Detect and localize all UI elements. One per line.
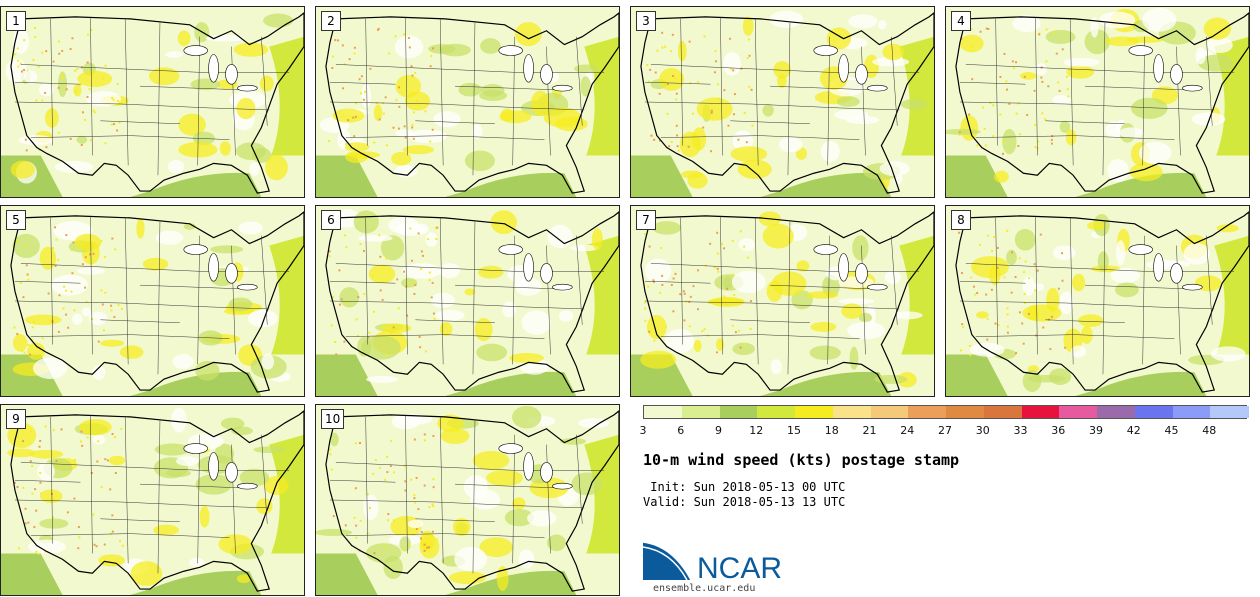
colorbar-tick-label: 36 (1051, 424, 1066, 437)
colorbar-tick-label: 18 (824, 424, 839, 437)
member-panel-7: 7 (630, 205, 935, 397)
colorbar-tick-label: 21 (862, 424, 877, 437)
member-label: 6 (321, 210, 341, 230)
colorbar-segment (719, 406, 758, 418)
member-label: 8 (951, 210, 971, 230)
member-label: 9 (6, 409, 26, 429)
member-panel-9: 9 (0, 404, 305, 596)
member-panel-4: 4 (945, 6, 1250, 198)
colorbar-segment (946, 406, 985, 418)
colorbar-segment (1059, 406, 1098, 418)
chart-title: 10-m wind speed (kts) postage stamp (643, 451, 960, 469)
ncar-logo: NCAR (643, 541, 782, 582)
colorbar-tick-label: 24 (900, 424, 915, 437)
colorbar-tick-label: 15 (787, 424, 801, 437)
member-label: 2 (321, 11, 341, 31)
colorbar-tick-label: 33 (1013, 424, 1028, 437)
valid-time: Valid: Sun 2018-05-13 13 UTC (643, 495, 846, 509)
colorbar-tick-label: 45 (1164, 424, 1179, 437)
member-label: 10 (321, 409, 345, 429)
member-panel-2: 2 (315, 6, 620, 198)
member-label: 3 (636, 11, 656, 31)
member-label: 7 (636, 210, 656, 230)
colorbar-tick-label: 48 (1202, 424, 1217, 437)
colorbar-segment (983, 406, 1022, 418)
member-label: 1 (6, 11, 26, 31)
colorbar-tick-label: 12 (749, 424, 764, 437)
colorbar-tick-label: 27 (938, 424, 952, 437)
colorbar-segment (832, 406, 871, 418)
colorbar-tick-label: 6 (677, 424, 685, 437)
colorbar-segment (1210, 406, 1249, 418)
member-panel-8: 8 (945, 205, 1250, 397)
colorbar-tick-label: 42 (1126, 424, 1141, 437)
colorbar-tick-label: 9 (715, 424, 722, 437)
colorbar-segment (1021, 406, 1060, 418)
colorbar-segment (870, 406, 909, 418)
colorbar-segment (1097, 406, 1136, 418)
colorbar-segment (1172, 406, 1211, 418)
colorbar-tick-label: 39 (1089, 424, 1103, 437)
member-label: 5 (6, 210, 26, 230)
colorbar-segment (644, 406, 683, 418)
colorbar (643, 405, 1249, 419)
colorbar-segment (757, 406, 796, 418)
colorbar-tick-label: 3 (639, 424, 647, 437)
member-panel-10: 10 (315, 404, 620, 596)
init-time: Init: Sun 2018-05-13 00 UTC (643, 480, 846, 494)
logo-text: NCAR (697, 552, 782, 582)
colorbar-segment (681, 406, 720, 418)
colorbar-segment (795, 406, 834, 418)
member-panel-3: 3 (630, 6, 935, 198)
member-panel-1: 1 (0, 6, 305, 198)
colorbar-segment (1134, 406, 1173, 418)
logo-mark (643, 542, 691, 580)
colorbar-tick-label: 30 (975, 424, 990, 437)
website-url: ensemble.ucar.edu (653, 583, 756, 594)
member-panel-6: 6 (315, 205, 620, 397)
member-panel-5: 5 (0, 205, 305, 397)
member-label: 4 (951, 11, 971, 31)
colorbar-segment (908, 406, 947, 418)
